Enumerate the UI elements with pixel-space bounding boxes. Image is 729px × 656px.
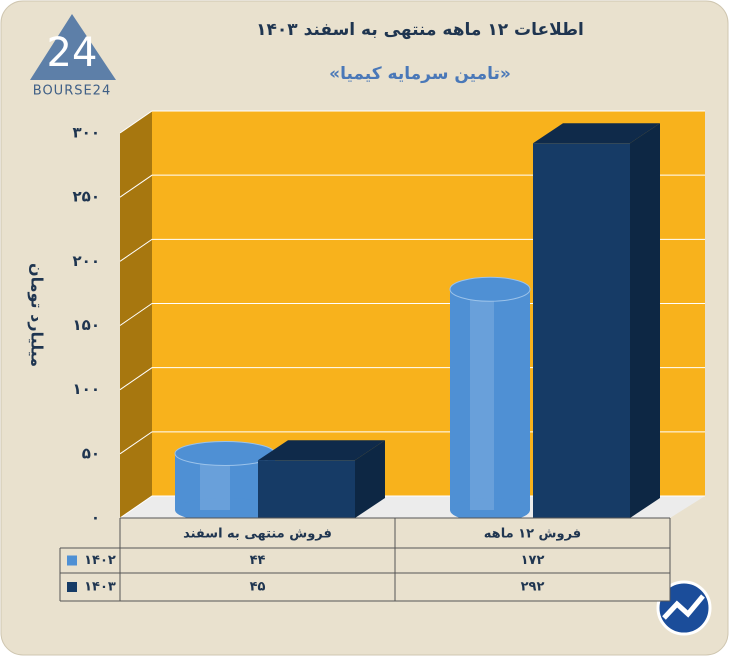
grid-line — [119, 110, 705, 134]
y-tick-label: ۱۵۰ — [73, 316, 100, 334]
bar-base — [450, 498, 530, 522]
bar-top — [449, 276, 531, 302]
bar-shine — [470, 289, 494, 510]
bar-base — [175, 498, 275, 522]
legend-label: ۱۴۰۲ — [84, 553, 116, 568]
bar-side — [355, 440, 385, 518]
value-label: ۱۷۲ — [521, 553, 545, 568]
logo-mark: 24 — [47, 30, 98, 76]
y-tick-label: ۱۰۰ — [73, 380, 100, 398]
bar — [258, 460, 355, 518]
y-tick-label: ۰ — [91, 509, 100, 527]
legend-swatch — [67, 582, 77, 592]
bar-top — [533, 123, 660, 144]
y-tick-label: ۲۵۰ — [73, 188, 100, 206]
bar-body — [450, 289, 530, 510]
logo-name: BOURSE24 — [33, 84, 111, 99]
legend-label: ۱۴۰۳ — [84, 580, 116, 595]
logo-triangle — [30, 14, 116, 80]
y-axis-label: میلیارد تومان — [28, 263, 47, 367]
corner-icon-arrow — [662, 594, 705, 620]
value-label: ۲۹۲ — [521, 580, 545, 595]
y-tick-label: ۲۰۰ — [73, 252, 100, 270]
value-label: ۴۵ — [250, 580, 266, 595]
legend-swatch — [67, 555, 77, 566]
grid-line — [119, 238, 705, 262]
y-tick-label: ۵۰ — [82, 444, 100, 462]
bar-side — [630, 123, 660, 519]
x-tick-label: فروش ۱۲ ماهه — [484, 527, 581, 542]
grid-line — [119, 174, 705, 198]
value-label: ۴۴ — [250, 553, 266, 568]
chart-title: اطلاعات ۱۲ ماهه منتهی به اسفند ۱۴۰۳ — [256, 20, 584, 40]
bar — [533, 143, 630, 518]
x-tick-label: فروش منتهی به اسفند — [183, 527, 332, 542]
y-tick-label: ۳۰۰ — [73, 124, 100, 142]
bar-top — [258, 440, 385, 461]
chart-subtitle: «تامین سرمایه کیمیا» — [329, 64, 511, 84]
